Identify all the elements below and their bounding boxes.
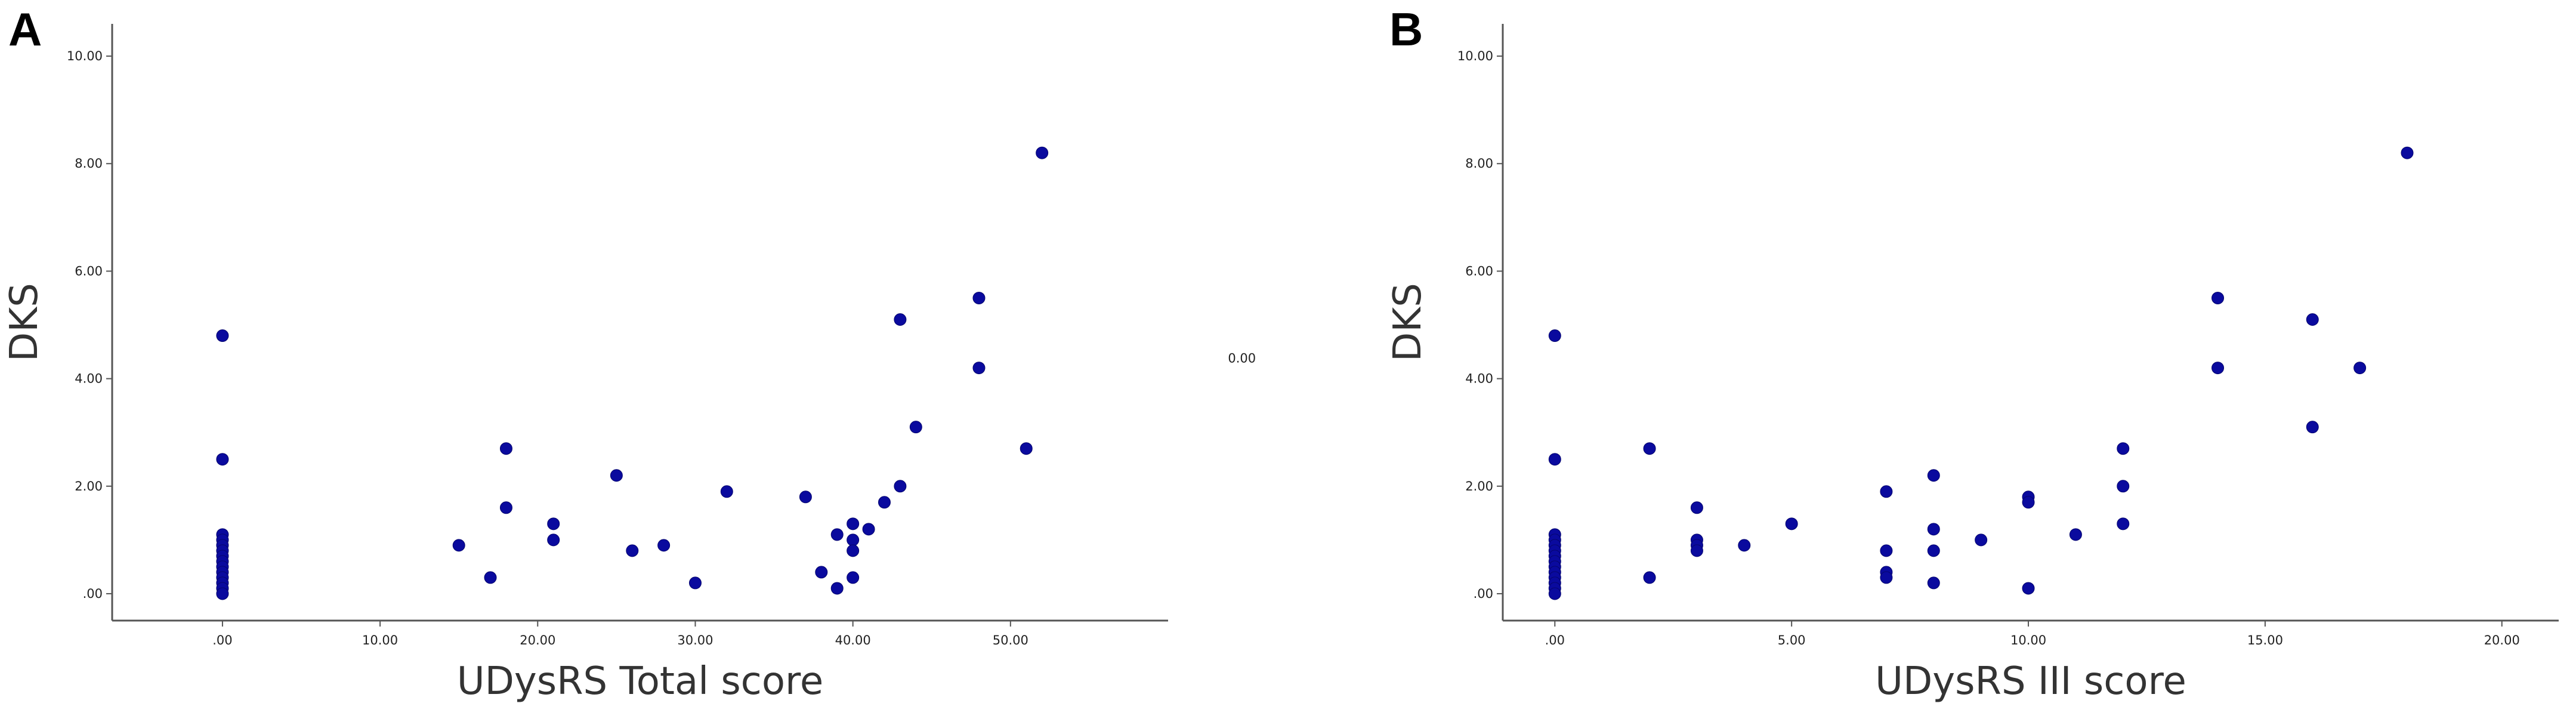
panel-label-a: A	[8, 3, 42, 55]
x-tick-label-b: 10.00	[2010, 633, 2046, 647]
y-tick-label-b: 4.00	[1465, 372, 1493, 386]
data-point-b	[2022, 496, 2035, 509]
data-point-a	[815, 566, 828, 579]
data-point-a	[484, 571, 497, 584]
data-point-a	[972, 362, 986, 375]
data-point-b	[2306, 313, 2319, 326]
data-point-b	[2211, 291, 2225, 304]
data-point-a	[972, 291, 986, 304]
data-point-b	[1690, 544, 1703, 557]
data-point-a	[216, 329, 229, 343]
data-point-a	[862, 523, 875, 536]
data-point-a	[909, 421, 922, 434]
data-point-b	[2401, 146, 2414, 159]
data-point-b	[2117, 517, 2130, 530]
data-point-a	[847, 517, 860, 530]
data-point-b	[2117, 442, 2130, 455]
data-point-b	[1548, 453, 1561, 466]
data-point-a	[216, 587, 229, 600]
data-point-b	[1548, 329, 1561, 343]
data-point-b	[1880, 485, 1893, 498]
x-axis-title-b: UDysRS III score	[1875, 659, 2186, 704]
panel-label-b: B	[1389, 3, 1423, 55]
annotation-label-a: 0.00	[1228, 351, 1256, 366]
data-point-a	[499, 501, 512, 514]
y-tick-label-b: 6.00	[1465, 264, 1493, 278]
y-tick-label-b: .00	[1474, 587, 1493, 601]
x-tick-label-a: 50.00	[993, 633, 1028, 647]
y-tick-label-b: 2.00	[1465, 479, 1493, 493]
data-point-b	[1643, 571, 1656, 584]
data-point-a	[894, 480, 907, 493]
data-point-a	[547, 517, 560, 530]
data-point-b	[1643, 442, 1656, 455]
data-point-b	[1785, 517, 1798, 530]
data-point-b	[2069, 528, 2082, 541]
data-point-b	[1880, 571, 1893, 584]
data-point-a	[452, 539, 465, 552]
data-point-a	[830, 528, 844, 541]
data-point-b	[1880, 544, 1893, 557]
data-point-a	[894, 313, 907, 326]
x-tick-label-b: 15.00	[2247, 633, 2283, 647]
data-point-b	[1927, 523, 1940, 536]
data-point-a	[847, 533, 860, 547]
data-point-a	[799, 490, 812, 504]
data-point-b	[1548, 587, 1561, 600]
scatter-plot-a: .00 2.00 4.00 6.00 8.00 10.00 .00 10.00 20.00 30.…	[2, 24, 1256, 704]
x-tick-label-b: 20.00	[2484, 633, 2520, 647]
y-axis-title-a: DKS	[2, 283, 47, 362]
data-point-a	[847, 571, 860, 584]
data-point-a	[688, 576, 702, 590]
data-point-a	[1020, 442, 1033, 455]
y-tick-label-a: .00	[83, 587, 103, 601]
y-tick-label-a: 10.00	[67, 49, 103, 63]
data-point-a	[626, 544, 639, 557]
data-point-a	[720, 485, 733, 498]
data-point-a	[547, 533, 560, 547]
data-point-b	[1927, 469, 1940, 482]
data-point-a	[610, 469, 623, 482]
y-tick-label-a: 8.00	[75, 156, 103, 171]
y-tick-label-a: 2.00	[75, 479, 103, 493]
data-point-b	[1975, 533, 1988, 547]
data-point-a	[878, 496, 891, 509]
x-tick-label-a: 30.00	[677, 633, 713, 647]
y-tick-label-a: 4.00	[75, 372, 103, 386]
x-tick-label-a: 10.00	[362, 633, 398, 647]
data-point-b	[1738, 539, 1751, 552]
data-point-a	[1036, 146, 1049, 159]
y-tick-label-a: 6.00	[75, 264, 103, 278]
data-point-b	[2022, 582, 2035, 595]
data-point-b	[1927, 544, 1940, 557]
x-tick-label-a: 40.00	[835, 633, 871, 647]
y-axis-title-b: DKS	[1386, 283, 1430, 362]
data-point-b	[1690, 501, 1703, 514]
data-point-b	[2211, 362, 2225, 375]
x-tick-label-b: .00	[1545, 633, 1565, 647]
data-point-a	[847, 544, 860, 557]
x-tick-label-b: 5.00	[1778, 633, 1806, 647]
x-tick-label-a: .00	[212, 633, 232, 647]
data-point-a	[499, 442, 512, 455]
x-tick-label-a: 20.00	[520, 633, 555, 647]
y-tick-label-b: 8.00	[1465, 156, 1493, 171]
data-point-b	[1927, 576, 1940, 590]
data-point-b	[2117, 480, 2130, 493]
data-point-a	[657, 539, 671, 552]
x-axis-title-a: UDysRS Total score	[457, 659, 824, 704]
panel-a: A .00 2.00 4.00 6.00 8.00 10.00 .00 10.00 20.00 3…	[2, 3, 1256, 704]
data-point-a	[216, 453, 229, 466]
data-point-b	[2353, 362, 2367, 375]
y-tick-label-b: 10.00	[1457, 49, 1493, 63]
data-point-b	[2306, 421, 2319, 434]
scatter-plot-b: .00 2.00 4.00 6.00 8.00 10.00 .00 5.00 10.00 15.0…	[1386, 24, 2559, 704]
data-point-a	[830, 582, 844, 595]
panel-b: B .00 2.00 4.00 6.00 8.00 10.00 .00 5.00 10.00 15…	[1288, 0, 2576, 725]
